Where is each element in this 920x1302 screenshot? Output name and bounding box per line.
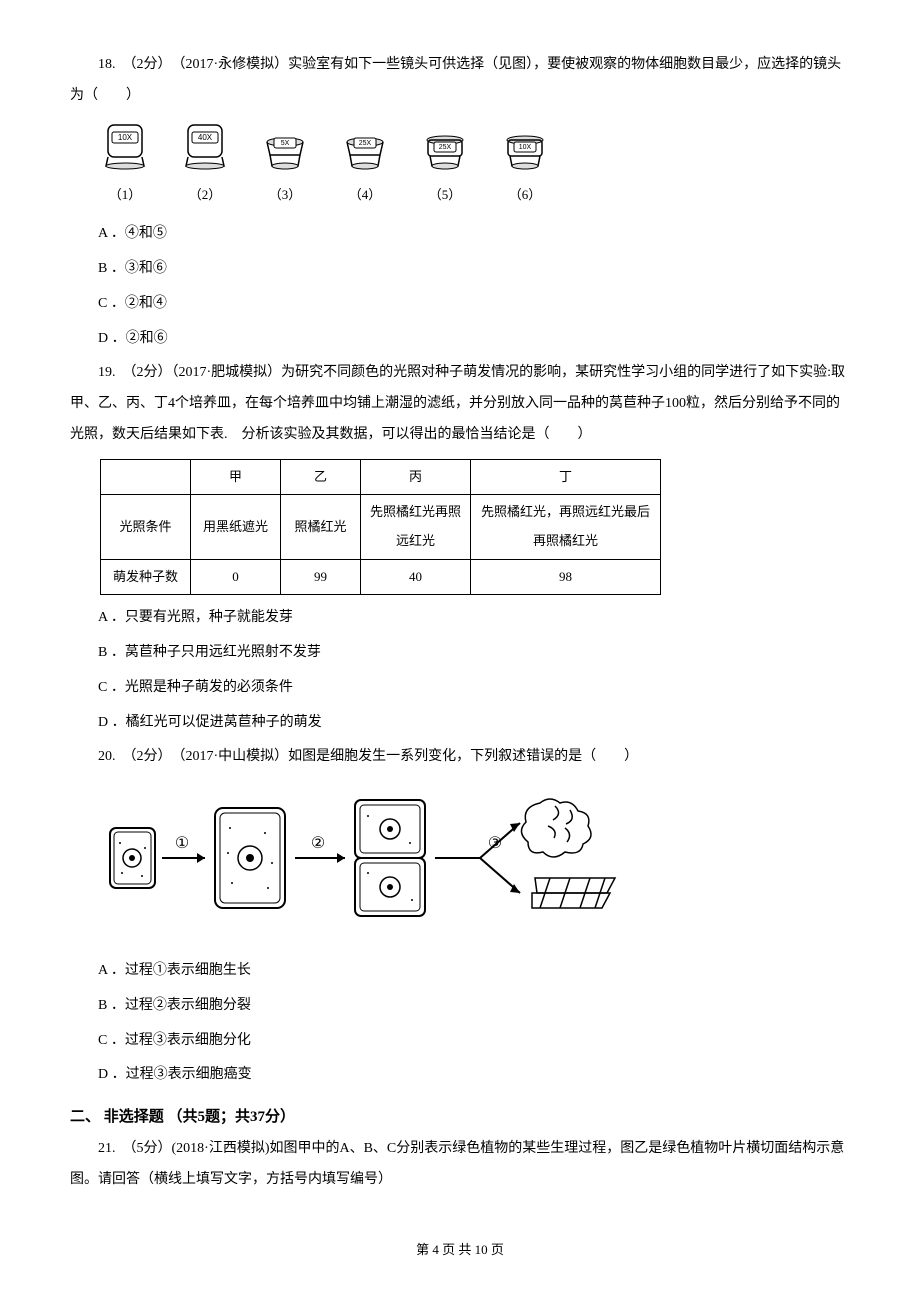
q18-option-a: A ．④和⑤ bbox=[70, 219, 850, 250]
lens-5-label: （5） bbox=[429, 181, 462, 210]
lens-5-icon: 25X bbox=[420, 122, 470, 177]
q19-option-d: D ．橘红光可以促进莴苣种子的萌发 bbox=[70, 708, 850, 739]
q20-option-b: B ．过程②表示细胞分裂 bbox=[70, 991, 850, 1022]
q20-option-c: C ．过程③表示细胞分化 bbox=[70, 1026, 850, 1057]
svg-text:25X: 25X bbox=[439, 144, 452, 151]
q18-option-b: B ．③和⑥ bbox=[70, 254, 850, 285]
q20-option-a: A ．过程①表示细胞生长 bbox=[70, 956, 850, 987]
q19-r2-label: 萌发种子数 bbox=[101, 559, 191, 595]
q19-th-1: 甲 bbox=[191, 459, 281, 495]
q19-th-4: 丁 bbox=[471, 459, 661, 495]
lens-2-icon: 40X bbox=[180, 122, 230, 177]
q19-option-b: B ．莴苣种子只用远红光照射不发芽 bbox=[70, 638, 850, 669]
q21-stem: 21. （5分）(2018·江西模拟)如图甲中的A、B、C分别表示绿色植物的某些… bbox=[70, 1134, 850, 1196]
lens-1-icon: 10X bbox=[100, 122, 150, 177]
q19-r2-0: 0 bbox=[191, 559, 281, 595]
svg-text:①: ① bbox=[175, 835, 189, 852]
svg-text:10X: 10X bbox=[118, 133, 133, 142]
lens-diagram: 10X （1） 40X （2） 5X （3） 2 bbox=[100, 122, 850, 210]
svg-text:5X: 5X bbox=[281, 140, 290, 147]
q19-th-2: 乙 bbox=[281, 459, 361, 495]
lens-1-label: （1） bbox=[109, 181, 142, 210]
q19-r2-2: 40 bbox=[361, 559, 471, 595]
q19-r1-label: 光照条件 bbox=[101, 495, 191, 559]
q19-r1-3: 先照橘红光，再照远红光最后再照橘红光 bbox=[471, 495, 661, 559]
lens-3-icon: 5X bbox=[260, 122, 310, 177]
q19-th-0 bbox=[101, 459, 191, 495]
q19-r1-0: 用黑纸遮光 bbox=[191, 495, 281, 559]
q19-table: 甲 乙 丙 丁 光照条件 用黑纸遮光 照橘红光 先照橘红光再照远红光 先照橘红光… bbox=[100, 459, 661, 595]
svg-text:40X: 40X bbox=[198, 133, 213, 142]
q20-option-d: D ．过程③表示细胞癌变 bbox=[70, 1060, 850, 1091]
lens-2-label: （2） bbox=[189, 181, 222, 210]
q19-option-c: C ．光照是种子萌发的必须条件 bbox=[70, 673, 850, 704]
svg-text:③: ③ bbox=[488, 835, 502, 852]
q19-r1-2: 先照橘红光再照远红光 bbox=[361, 495, 471, 559]
q18-option-d: D ．②和⑥ bbox=[70, 324, 850, 355]
lens-6-label: （6） bbox=[509, 181, 542, 210]
q19-r2-3: 98 bbox=[471, 559, 661, 595]
q19-option-a: A ．只要有光照，种子就能发芽 bbox=[70, 603, 850, 634]
svg-text:10X: 10X bbox=[519, 144, 532, 151]
svg-text:②: ② bbox=[311, 835, 325, 852]
section2-title: 二、 非选择题 （共5题；共37分） bbox=[70, 1101, 850, 1134]
cell-diagram: ① ② ③ bbox=[100, 788, 850, 941]
lens-4-label: （4） bbox=[349, 181, 382, 210]
svg-text:25X: 25X bbox=[359, 140, 372, 147]
lens-6-icon: 10X bbox=[500, 122, 550, 177]
q19-r1-1: 照橘红光 bbox=[281, 495, 361, 559]
q18-stem: 18. （2分） （2017·永修模拟）实验室有如下一些镜头可供选择（见图），要… bbox=[70, 50, 850, 112]
q19-r2-1: 99 bbox=[281, 559, 361, 595]
q20-stem: 20. （2分） （2017·中山模拟）如图是细胞发生一系列变化，下列叙述错误的… bbox=[70, 742, 850, 773]
q18-option-c: C ．②和④ bbox=[70, 289, 850, 320]
lens-3-label: （3） bbox=[269, 181, 302, 210]
lens-4-icon: 25X bbox=[340, 122, 390, 177]
page-footer: 第 4 页 共 10 页 bbox=[70, 1236, 850, 1265]
q19-th-3: 丙 bbox=[361, 459, 471, 495]
q19-stem: 19. （2分）（2017·肥城模拟）为研究不同颜色的光照对种子萌发情况的影响，… bbox=[70, 358, 850, 450]
